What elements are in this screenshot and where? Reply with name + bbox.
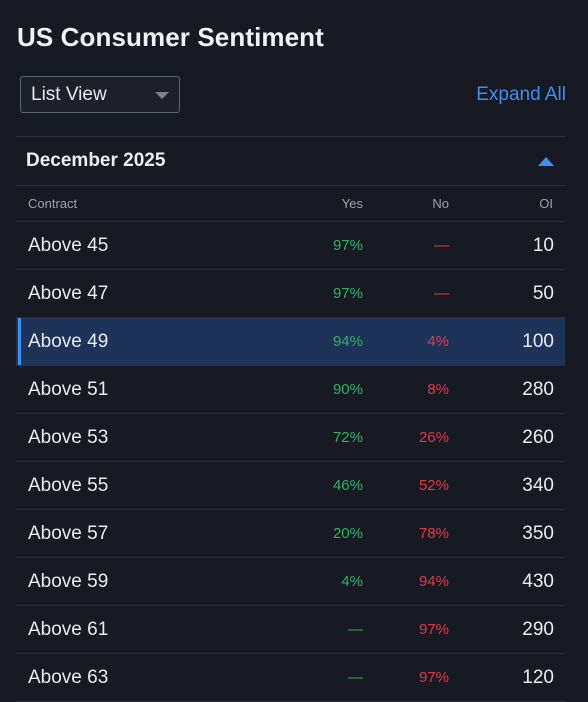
contract-name: Above 53	[28, 426, 109, 448]
open-interest: 260	[522, 426, 554, 448]
page-title: US Consumer Sentiment	[17, 22, 324, 52]
no-price[interactable]: 97%	[418, 669, 449, 686]
yes-price[interactable]: 20%	[332, 525, 363, 542]
yes-price[interactable]: 90%	[332, 381, 363, 398]
group-header[interactable]: December 2025	[16, 137, 565, 186]
open-interest: 100	[522, 330, 554, 352]
chevron-down-icon	[155, 92, 169, 99]
open-interest: 340	[522, 474, 554, 496]
contract-group-panel: December 2025 Contract Yes No OI Above 4…	[16, 136, 565, 702]
view-select[interactable]: List View	[20, 76, 180, 113]
contract-name: Above 59	[28, 570, 109, 592]
open-interest: 290	[522, 618, 554, 640]
no-price[interactable]: —	[434, 237, 449, 254]
group-title: December 2025	[26, 150, 166, 171]
table-row[interactable]: Above 55 46% 52% 340	[16, 462, 565, 510]
open-interest: 430	[522, 570, 554, 592]
open-interest: 120	[522, 666, 554, 688]
open-interest: 280	[522, 378, 554, 400]
no-price[interactable]: 26%	[418, 429, 449, 446]
table-row[interactable]: Above 45 97% — 10	[16, 222, 565, 270]
contract-list: Above 45 97% — 10 Above 47 97% — 50 Abov…	[16, 222, 565, 702]
yes-price[interactable]: 72%	[332, 429, 363, 446]
contract-name: Above 55	[28, 474, 109, 496]
no-price[interactable]: —	[434, 285, 449, 302]
open-interest: 10	[532, 234, 554, 256]
yes-price[interactable]: 94%	[332, 333, 363, 350]
no-price[interactable]: 4%	[427, 333, 449, 350]
yes-price[interactable]: 97%	[332, 237, 363, 254]
table-row[interactable]: Above 57 20% 78% 350	[16, 510, 565, 558]
contract-name: Above 51	[28, 378, 109, 400]
yes-price[interactable]: —	[348, 669, 363, 686]
yes-price[interactable]: —	[348, 621, 363, 638]
column-header-no: No	[432, 196, 449, 211]
contract-name: Above 45	[28, 234, 109, 256]
expand-all-link[interactable]: Expand All	[476, 84, 566, 105]
column-header-contract: Contract	[28, 196, 78, 211]
no-price[interactable]: 8%	[427, 381, 449, 398]
table-row[interactable]: Above 63 — 97% 120	[16, 654, 565, 702]
open-interest: 50	[532, 282, 554, 304]
contract-name: Above 57	[28, 522, 109, 544]
no-price[interactable]: 78%	[418, 525, 449, 542]
table-row[interactable]: Above 47 97% — 50	[16, 270, 565, 318]
column-header-oi: OI	[539, 196, 553, 211]
yes-price[interactable]: 97%	[332, 285, 363, 302]
contract-name: Above 47	[28, 282, 109, 304]
table-row[interactable]: Above 53 72% 26% 260	[16, 414, 565, 462]
column-header-yes: Yes	[341, 196, 363, 211]
table-row[interactable]: Above 51 90% 8% 280	[16, 366, 565, 414]
yes-price[interactable]: 46%	[332, 477, 363, 494]
contract-name: Above 49	[28, 330, 109, 352]
open-interest: 350	[522, 522, 554, 544]
no-price[interactable]: 94%	[418, 573, 449, 590]
caret-up-icon[interactable]	[538, 156, 554, 166]
table-header: Contract Yes No OI	[16, 186, 565, 222]
table-row[interactable]: Above 61 — 97% 290	[16, 606, 565, 654]
no-price[interactable]: 52%	[418, 477, 449, 494]
no-price[interactable]: 97%	[418, 621, 449, 638]
table-row[interactable]: Above 59 4% 94% 430	[16, 558, 565, 606]
contract-name: Above 63	[28, 666, 109, 688]
table-row[interactable]: Above 49 94% 4% 100	[16, 318, 565, 366]
contract-name: Above 61	[28, 618, 109, 640]
yes-price[interactable]: 4%	[341, 573, 363, 590]
view-select-value: List View	[31, 83, 107, 105]
